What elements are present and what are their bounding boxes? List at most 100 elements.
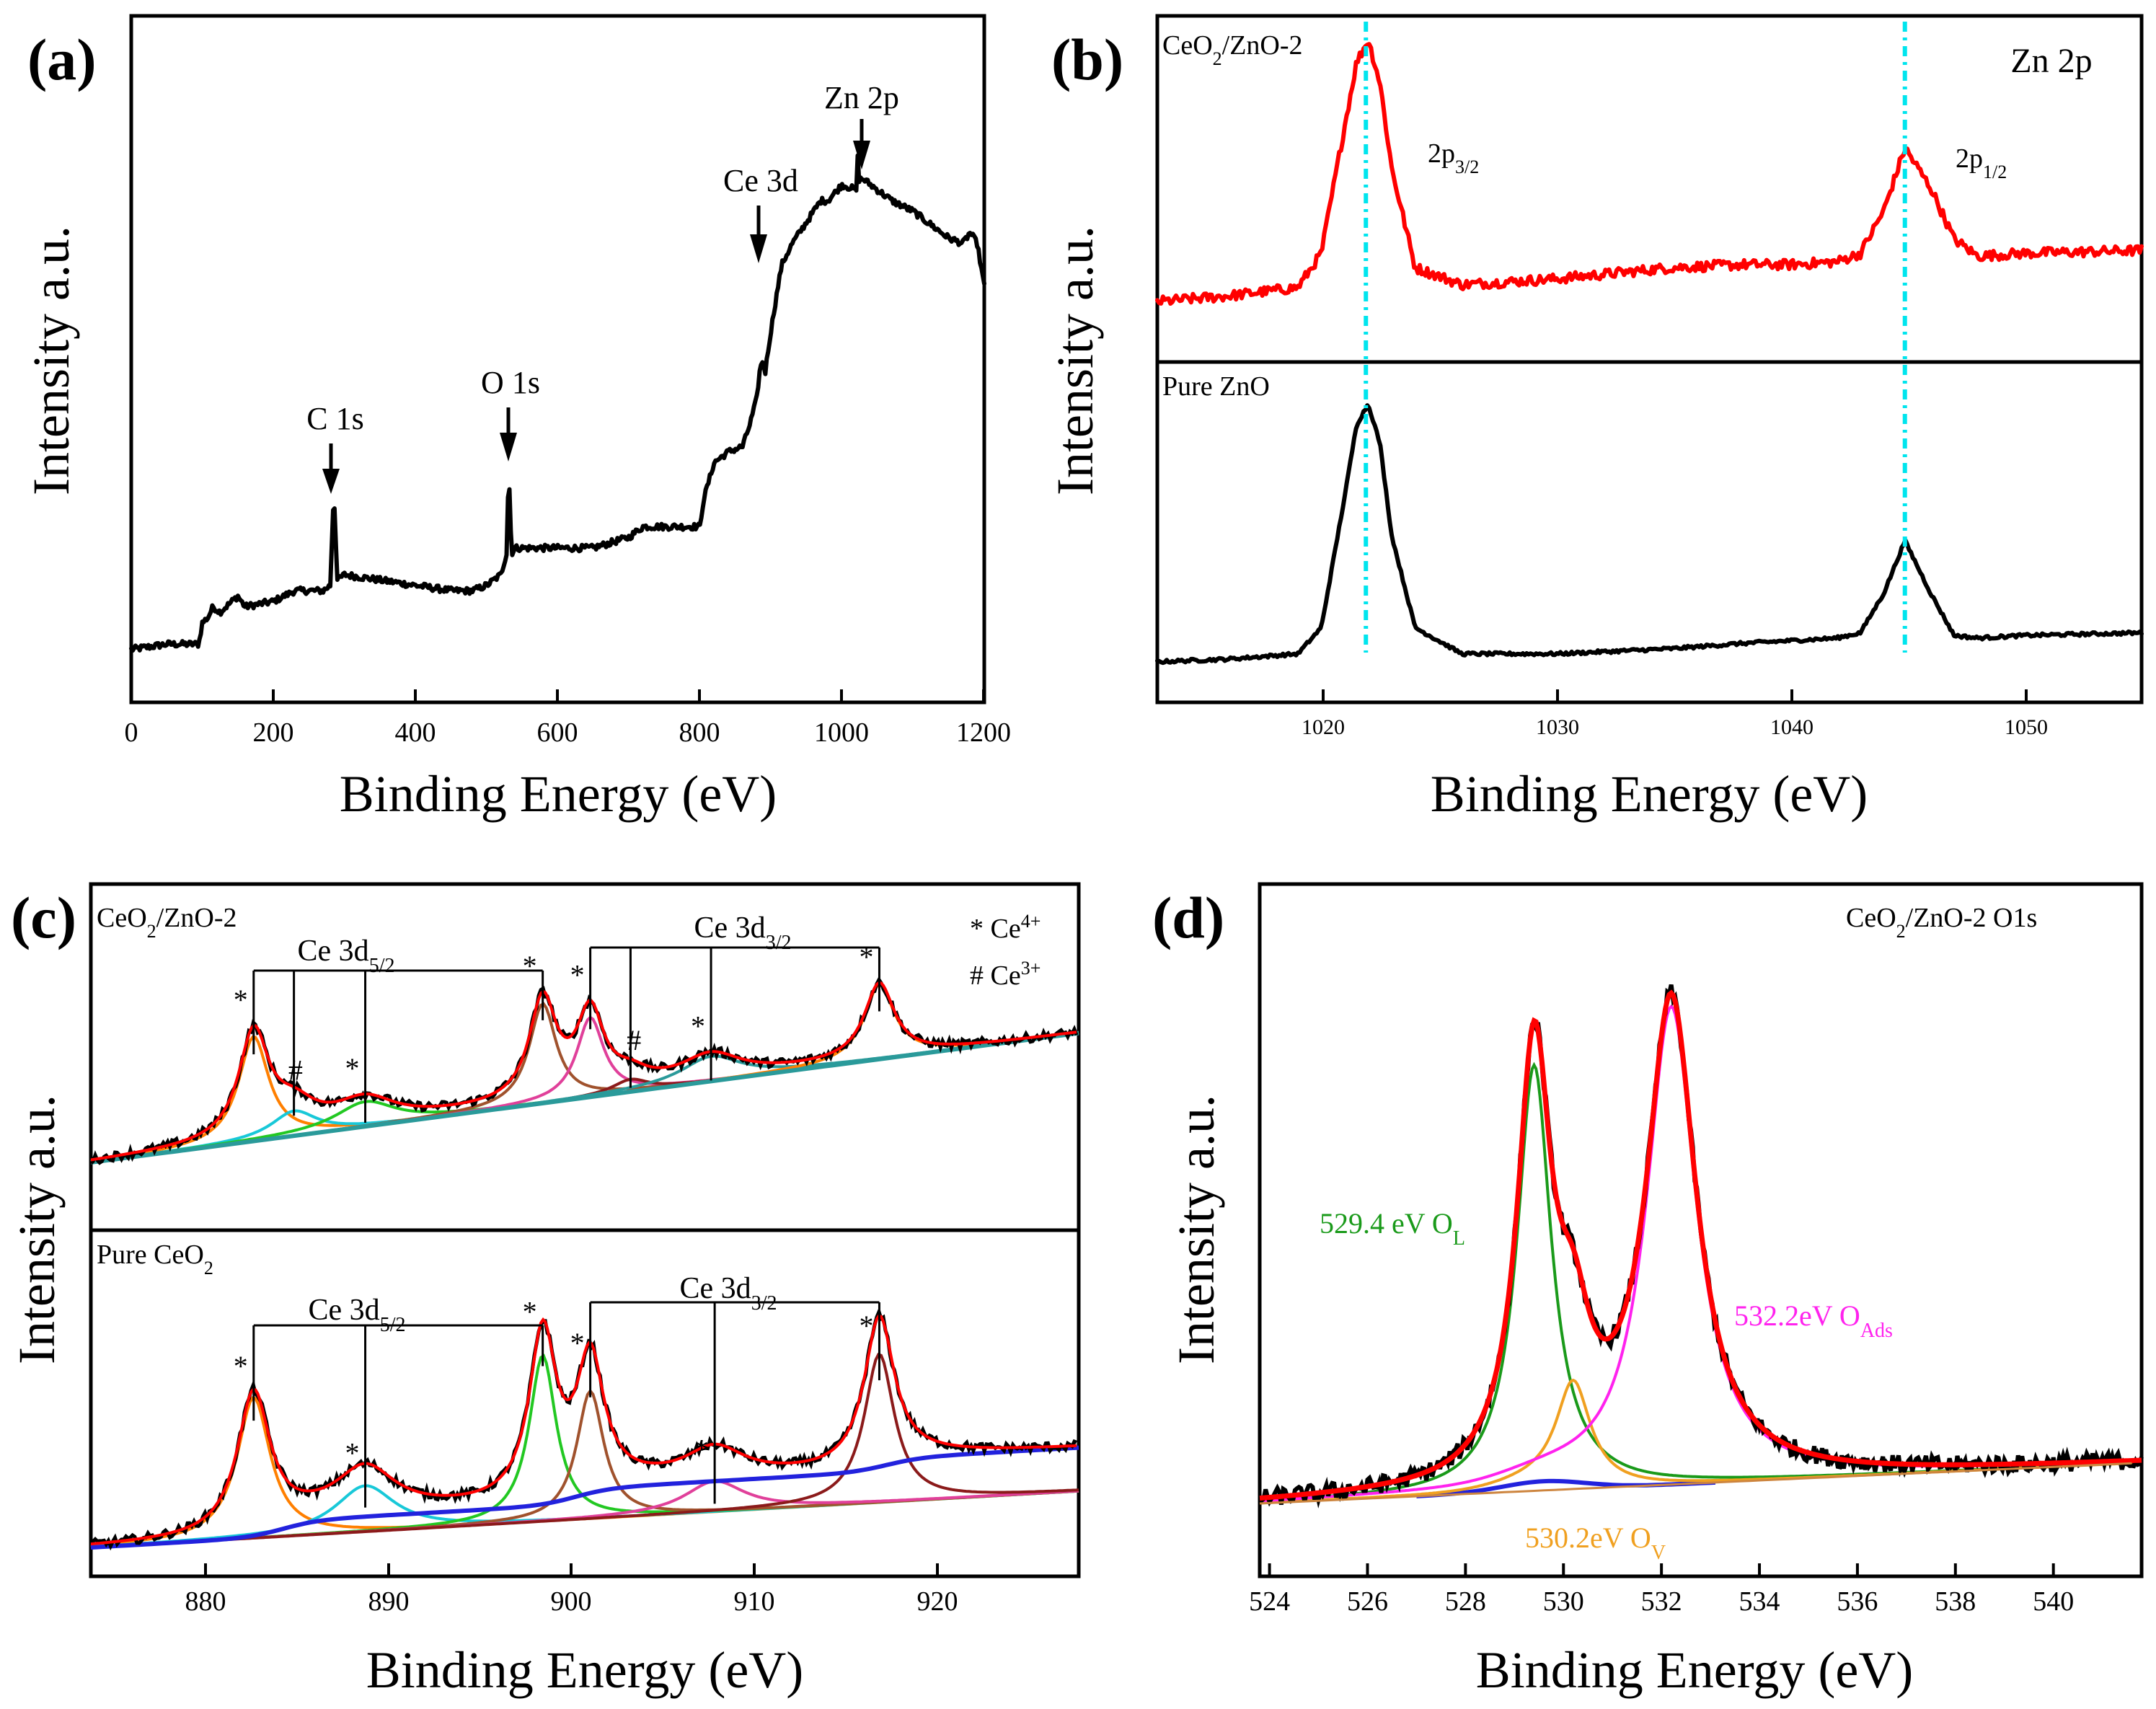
legend-ce4: * Ce4+ [970,911,1041,945]
oads-component-label: 532.2eV OAds [1734,1299,1893,1342]
panel-c-top-3d52-label: Ce 3d5/2 [298,935,395,977]
panel-a-frame [129,14,986,705]
panel-b-xticks: 1020 1030 1040 1050 [1302,689,2048,739]
panel-c-peak-marker: * [523,950,537,982]
panel-b-title: Zn 2p [2010,42,2092,80]
panel-d-envelope-baseline [1259,1462,2132,1505]
panel-a: (a) Intensity a.u. Binding Energy (eV) 0… [22,14,1011,823]
panel-d-tick-label: 538 [1935,1586,1976,1617]
panel-c-tick-label: 880 [185,1586,226,1617]
panel-c-peak-marker: * [691,1010,705,1042]
peak-2p32-label: 2p3/2 [1428,138,1479,177]
panel-c-xticks: 880 890 900 910 920 [185,1563,958,1617]
panel-c-xlabel: Binding Energy (eV) [366,1641,804,1699]
panel-a-label: (a) [27,27,97,92]
ce3d-arrowhead [750,234,767,263]
panel-d-frame [1258,882,2144,1578]
panel-c-peak-marker: * [523,1296,537,1328]
peak-2p12-label: 2p1/2 [1956,143,2007,182]
panel-c-peak-marker: * [570,958,585,991]
panel-c-bottom-component-1 [90,1396,1079,1547]
panel-a-tick-label: 1200 [956,717,1011,748]
panel-d-ylabel: Intensity a.u. [1167,1095,1225,1364]
ov-component-label: 530.2eV OV [1525,1522,1666,1564]
legend-ce3: # Ce3+ [970,958,1041,992]
panel-b-tick-label: 1040 [1770,715,1813,739]
panel-d-plot-layer [1258,984,2144,1509]
panel-c-tick-label: 910 [734,1586,775,1617]
panel-c-bottom-background [90,1445,1079,1550]
panel-c-ylabel: Intensity a.u. [8,1095,66,1364]
zn2p-label: Zn 2p [824,80,899,115]
ol-component-label: 529.4 eV OL [1320,1207,1465,1250]
panel-d-xticks: 524 526 528 530 532 534 536 538 540 [1249,1563,2074,1617]
panel-b-label: (b) [1051,27,1123,92]
o1s-arrowhead [500,433,517,462]
panel-d-tick-label: 528 [1445,1586,1486,1617]
panel-c-peak-marker: # [288,1054,303,1086]
panel-c-bottom-component-4 [90,1388,1079,1549]
panel-d-component-3 [1259,1004,2142,1503]
zn2p-arrowhead [853,141,870,169]
panel-d-fit [1259,989,2142,1501]
panel-d-tick-label: 530 [1543,1586,1584,1617]
panel-c-plot-layer: * # * * * # * * * * * * * * [89,941,1079,1551]
panel-c-tick-label: 890 [368,1586,410,1617]
panel-c-peak-marker: * [859,941,873,973]
c1s-label: C 1s [306,401,363,436]
panel-a-tick-label: 200 [253,717,294,748]
panel-c-tick-label: 900 [551,1586,592,1617]
panel-c-top-3d32-label: Ce 3d3/2 [694,911,792,954]
panel-a-tick-label: 600 [537,717,578,748]
panel-c-peak-marker: * [234,984,248,1016]
panel-d-tick-label: 526 [1347,1586,1388,1617]
panel-a-survey-line [129,153,986,653]
panel-d-title: CeO2/ZnO-2 O1s [1846,903,2037,942]
panel-c-top-sample-label: CeO2/ZnO-2 [97,903,237,942]
panel-a-ylabel: Intensity a.u. [22,226,80,495]
panel-d-tick-label: 540 [2033,1586,2074,1617]
panel-d-label: (d) [1152,885,1224,950]
panel-a-tick-label: 800 [679,717,720,748]
panel-b-frame [1155,14,2144,705]
panel-d: (d) Intensity a.u. Binding Energy (eV) 5… [1152,882,2144,1699]
panel-c-label: (c) [11,885,76,950]
panel-b-tick-label: 1050 [2005,715,2048,739]
panel-c-peak-marker: * [570,1327,585,1359]
panel-a-xticks: 0 200 400 600 800 1000 1200 [125,689,1011,748]
panel-c-bottom-sample-label: Pure CeO2 [97,1240,213,1279]
panel-d-component-1 [1259,1061,2142,1503]
panel-c-bottom-fit [90,1314,1077,1546]
panel-d-xlabel: Binding Energy (eV) [1476,1641,1914,1699]
panel-a-xlabel: Binding Energy (eV) [340,765,777,823]
panel-d-tick-label: 524 [1249,1586,1290,1617]
panel-b-ylabel: Intensity a.u. [1046,226,1104,495]
panel-b-zno-line [1155,403,2144,666]
panel-b-ceo2-zno-line [1155,42,2144,306]
panel-b-top-sample-label: CeO2/ZnO-2 [1162,30,1303,69]
panel-b-tick-label: 1020 [1302,715,1345,739]
panel-c-peak-marker: * [345,1052,360,1085]
panel-a-tick-label: 400 [395,717,436,748]
panel-a-tick-label: 0 [125,717,138,748]
panel-d-tick-label: 534 [1739,1586,1780,1617]
panel-c-peak-marker: # [627,1024,641,1056]
panel-c-peak-marker: * [234,1350,248,1382]
ce3d-label: Ce 3d [723,163,798,198]
panel-c-peak-marker: * [859,1310,873,1342]
panel-c-bottom-3d32-label: Ce 3d3/2 [680,1272,777,1315]
panel-a-tick-label: 1000 [814,717,869,748]
panel-a-peak-annotations: C 1s O 1s Ce 3d Zn 2p [306,80,899,494]
panel-c-bottom-component-6 [90,1352,1079,1549]
panel-d-tick-label: 536 [1837,1586,1878,1617]
panel-c: (c) Intensity a.u. Binding Energy (eV) 8… [8,882,1081,1699]
panel-c-peak-marker: * [345,1437,360,1470]
panel-c-tick-label: 920 [917,1586,958,1617]
panel-d-tick-label: 532 [1641,1586,1682,1617]
panel-b-tick-label: 1030 [1536,715,1579,739]
panel-b-bottom-sample-label: Pure ZnO [1162,371,1270,402]
panel-c-bottom-3d52-label: Ce 3d5/2 [309,1294,406,1336]
panel-b-xlabel: Binding Energy (eV) [1431,765,1868,823]
panel-b: (b) Intensity a.u. Binding Energy (eV) 1… [1046,14,2144,823]
